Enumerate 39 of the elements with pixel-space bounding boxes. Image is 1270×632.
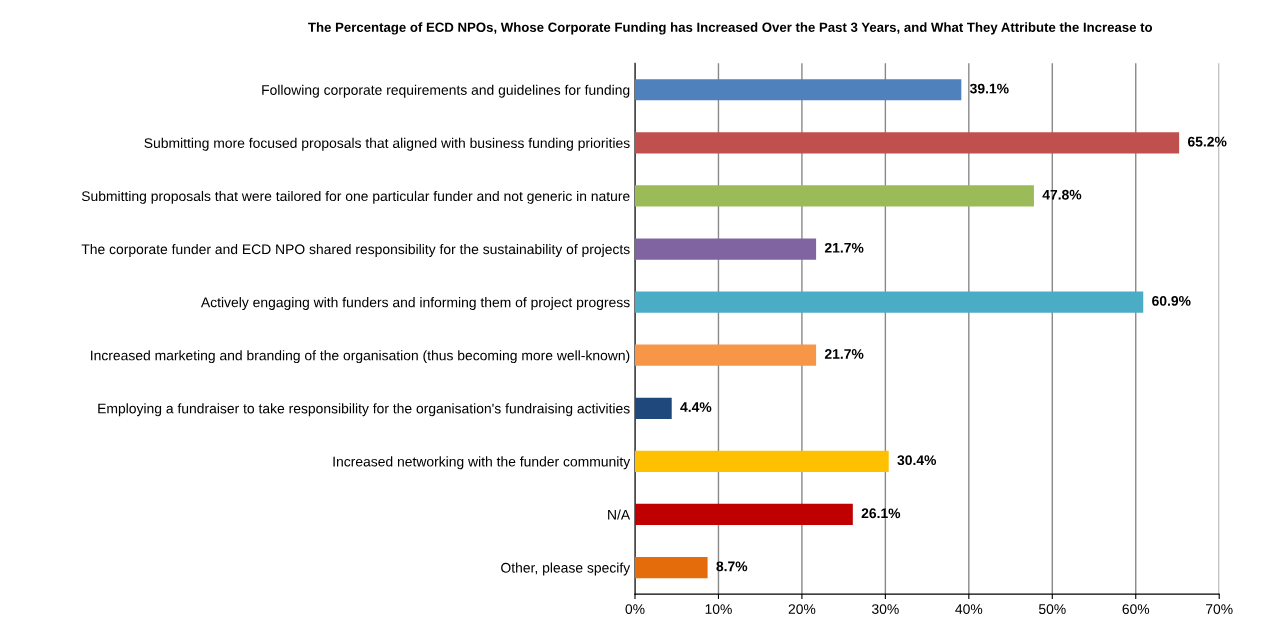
x-tick-label: 30% xyxy=(872,604,899,614)
bar xyxy=(635,344,817,366)
bar xyxy=(635,556,708,579)
bar xyxy=(635,291,1144,313)
data-label: 4.4% xyxy=(680,402,712,412)
bar xyxy=(635,185,1034,207)
x-tick-label: 50% xyxy=(1038,604,1066,614)
y-tick-label: The corporate funder and ECD NPO shared responsibility for the sustainability of projects xyxy=(81,243,630,257)
x-tick-label: 0% xyxy=(625,604,645,614)
data-label: 47.8% xyxy=(1042,189,1082,200)
data-label: 26.1% xyxy=(861,508,901,519)
x-tick-label: 70% xyxy=(1206,604,1233,614)
y-tick-label: Following corporate requirements and guidelines for funding xyxy=(262,84,630,98)
y-tick-label: Submitting proposals that were tailored for one particular funder and not generic in nature xyxy=(81,190,630,204)
y-tick-label: N/A xyxy=(608,509,631,520)
x-tick-label: 60% xyxy=(1122,604,1150,614)
y-tick-label: Increased marketing and branding of the organisation (thus becoming more well-known) xyxy=(91,350,630,364)
data-label: 21.7% xyxy=(824,242,864,253)
bar xyxy=(635,79,962,101)
data-label: 21.7% xyxy=(824,349,864,359)
data-label: 8.7% xyxy=(716,561,748,572)
bar xyxy=(635,450,889,472)
x-tick-label: 20% xyxy=(788,604,816,614)
y-tick-label: Actively engaging with funders and informing them of project progress xyxy=(200,297,630,311)
data-label: 39.1% xyxy=(969,83,1009,94)
bar xyxy=(635,238,817,260)
data-label: 65.2% xyxy=(1187,136,1227,147)
x-tick-label: 40% xyxy=(955,604,983,614)
x-tick-label: 10% xyxy=(705,604,732,614)
bar xyxy=(635,503,853,526)
data-label: 60.9% xyxy=(1152,295,1191,306)
y-tick-label: Increased networking with the funder community xyxy=(333,456,631,470)
y-tick-label: Submitting more focused proposals that aligned with business funding priorities xyxy=(144,137,630,151)
y-tick-label: Employing a fundraiser to take responsibility for the organisation's fundraising activities xyxy=(98,403,630,417)
chart-title: The Percentage of ECD NPOs, Whose Corporate Funding has Increased Over the Past 3 Years, and What They Attribute the Increase to xyxy=(308,22,1153,35)
bar xyxy=(635,397,672,419)
data-label: 30.4% xyxy=(897,455,937,466)
bar xyxy=(635,132,1180,154)
y-tick-label: Other, please specify xyxy=(501,562,631,576)
